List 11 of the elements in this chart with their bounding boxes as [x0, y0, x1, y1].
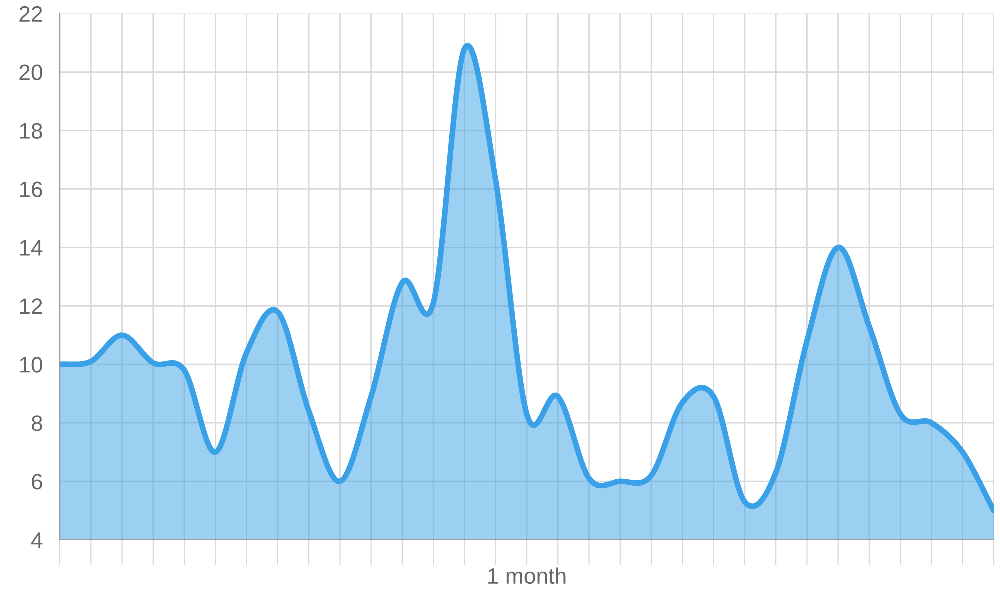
- y-tick-label: 12: [20, 298, 42, 314]
- y-tick-label: 10: [20, 357, 42, 373]
- y-tick-label: 18: [20, 123, 42, 140]
- y-tick-label: 22: [20, 6, 42, 22]
- y-tick-label: 20: [20, 64, 42, 81]
- y-tick-label: 16: [20, 182, 42, 198]
- y-tick-label: 14: [20, 240, 43, 256]
- y-tick-label: 8: [32, 416, 42, 432]
- x-axis-title: 1 month: [488, 568, 566, 584]
- y-tick-label: 6: [32, 474, 42, 490]
- y-tick-label: 4: [31, 532, 43, 548]
